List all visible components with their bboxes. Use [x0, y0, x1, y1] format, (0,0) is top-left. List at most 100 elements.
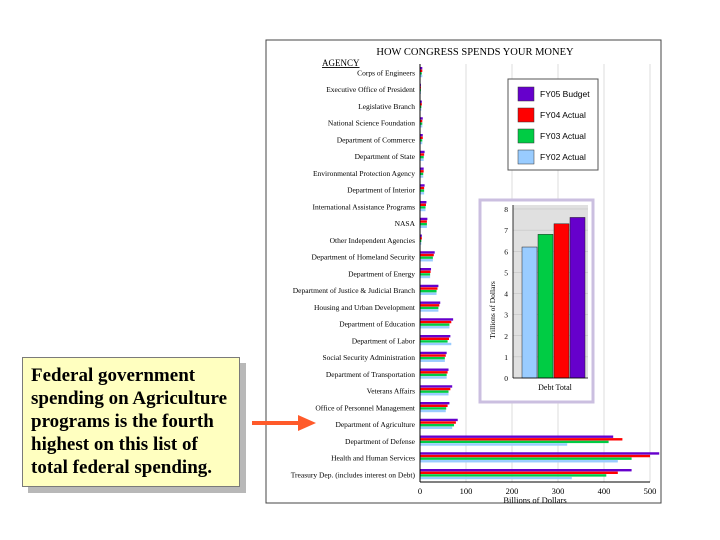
bar [420, 158, 424, 161]
bar [420, 67, 423, 70]
bar [420, 74, 423, 78]
category-label: Department of Commerce [337, 135, 416, 144]
bar [420, 359, 445, 362]
x-tick-label: 0 [418, 486, 422, 496]
bar [420, 476, 572, 480]
x-axis-label: Billions of Dollars [503, 495, 566, 505]
bar [420, 418, 458, 422]
category-label: Housing and Urban Development [314, 303, 416, 312]
inset-category-label: Debt Total [538, 383, 573, 392]
category-label: Department of State [355, 152, 416, 161]
bar [420, 100, 422, 103]
inset-tick-label: 0 [504, 374, 508, 383]
bar [420, 186, 425, 190]
bar [420, 103, 422, 106]
legend-label: FY02 Actual [540, 152, 586, 162]
inset-tick-label: 7 [504, 226, 508, 235]
bar [420, 259, 433, 262]
legend-label: FY04 Actual [540, 110, 586, 120]
bar [420, 402, 450, 405]
bar [420, 155, 424, 159]
bar [420, 167, 424, 170]
callout-text: Federal government spending on Agricultu… [31, 365, 228, 478]
category-labels: Corps of Engineers Executive Office of Pr… [291, 68, 416, 479]
category-label: Corps of Engineers [357, 68, 415, 77]
bar [420, 108, 422, 111]
legend: FY05 Budget FY04 Actual FY03 Actual FY02 Ac… [507, 78, 599, 171]
bar [420, 242, 422, 245]
chart-title: HOW CONGRESS SPENDS YOUR MONEY [376, 47, 574, 58]
bar [420, 273, 431, 276]
bar [420, 457, 632, 460]
category-label: Department of Justice & Judicial Branch [293, 286, 416, 295]
bar [420, 309, 439, 312]
bar [420, 203, 426, 206]
category-label: Department of Homeland Security [311, 253, 415, 262]
x-tick-label: 400 [598, 486, 611, 496]
category-label: Health and Human Services [331, 454, 415, 463]
bar [420, 452, 660, 455]
bar [420, 69, 423, 72]
category-label: International Assistance Programs [313, 202, 416, 211]
bar [420, 393, 449, 396]
bar [420, 234, 422, 237]
bar [420, 136, 423, 139]
bar [420, 435, 614, 438]
bar [420, 426, 453, 429]
inset-tick-label: 3 [504, 311, 508, 320]
category-label: Social Security Administration [323, 353, 416, 362]
bar [420, 119, 423, 123]
bar [420, 438, 623, 441]
bar [420, 423, 455, 427]
bar [420, 239, 422, 243]
bar [420, 320, 452, 324]
category-label: NASA [395, 219, 416, 228]
bar [420, 289, 437, 293]
category-label: Veterans Affairs [367, 387, 415, 396]
bar [420, 275, 431, 279]
bar [420, 471, 618, 474]
inset-tick-label: 5 [504, 268, 508, 277]
category-label: Department of Education [339, 320, 415, 329]
bar [420, 301, 441, 304]
bars [420, 67, 660, 480]
bar [420, 306, 439, 310]
bar [420, 376, 447, 379]
bar [420, 368, 449, 371]
bar [420, 134, 423, 137]
legend-swatch [517, 107, 535, 123]
category-label: Department of Interior [347, 186, 415, 195]
bar [420, 153, 425, 156]
bar [420, 421, 456, 424]
bar [420, 206, 426, 209]
bar [420, 175, 424, 178]
x-tick-label: 300 [552, 486, 565, 496]
bar [420, 122, 423, 125]
bar [420, 337, 449, 340]
bar [420, 390, 449, 393]
bar [420, 220, 427, 223]
category-label: Treasury Dep. (includes interest on Debt… [291, 470, 416, 479]
chart-frame [265, 39, 662, 504]
x-tick-label: 500 [644, 486, 657, 496]
bar [420, 284, 439, 288]
bar [420, 323, 450, 326]
bar [420, 373, 447, 377]
category-label: Department of Transportation [326, 370, 415, 379]
category-label: Department of Agriculture [335, 420, 415, 429]
debt-inset: Trillions of Dollars Debt Total 0 1 2 3 4 5 6 7… [478, 198, 595, 404]
inset-bar [569, 217, 586, 379]
bar [420, 251, 435, 254]
bar [420, 292, 437, 295]
category-label: Office of Personnel Management [315, 403, 416, 412]
bar [420, 192, 425, 195]
bar [420, 318, 454, 321]
legend-label: FY03 Actual [540, 131, 586, 141]
x-tick-label: 100 [460, 486, 473, 496]
bar [420, 256, 433, 259]
bar [420, 189, 425, 192]
bar [420, 217, 428, 221]
bar [420, 287, 438, 290]
bar [420, 474, 607, 477]
bar [420, 354, 446, 357]
